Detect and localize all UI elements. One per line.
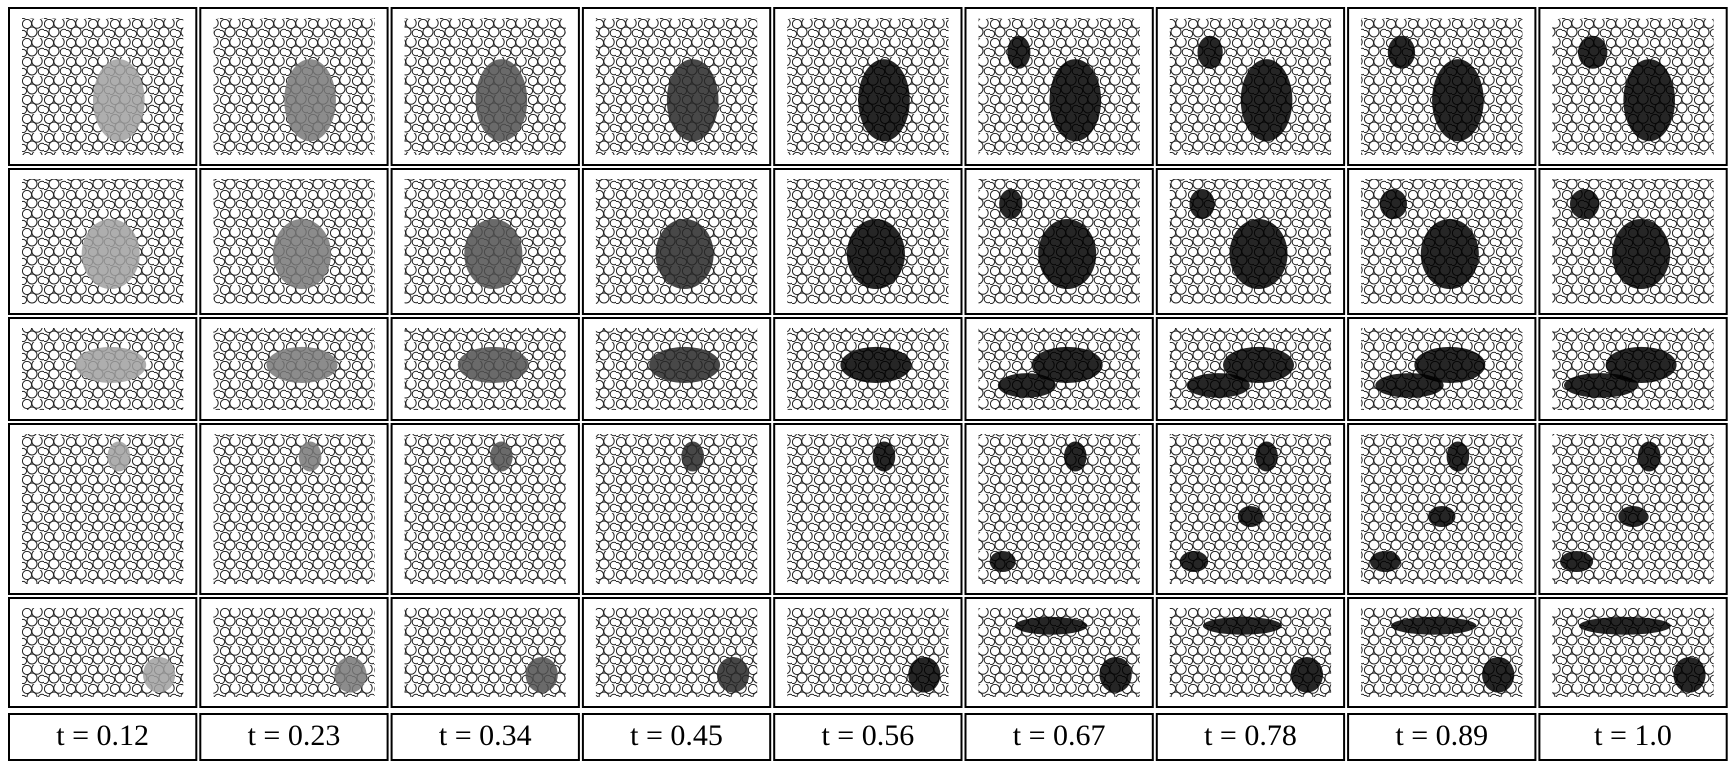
activated-region [716,656,750,693]
activated-region [999,189,1023,219]
activated-region [1618,506,1648,527]
label-frame [964,713,1154,761]
label-frame [773,713,963,761]
time-label: t = 0.45 [630,719,723,752]
cell-image [787,434,949,584]
activated-region [989,551,1016,572]
activated-region [1578,35,1608,69]
activated-region [1369,551,1401,572]
activated-region [107,441,131,472]
activated-region [1673,656,1706,693]
label-frame [199,713,389,761]
activated-region [284,59,336,142]
activated-region [846,219,905,289]
cell-image [404,434,566,584]
activated-region [490,441,513,472]
cell-image [22,434,184,584]
time-label: t = 0.23 [248,719,341,752]
activated-region [1637,441,1661,472]
cell-image [213,434,375,584]
activated-region [1063,441,1087,472]
activated-region [1387,35,1416,69]
activated-region [1579,616,1671,635]
activated-region [334,656,367,693]
activated-region [1375,373,1444,398]
activated-region [81,219,140,289]
activated-region [1605,346,1677,383]
activated-region [1432,59,1484,142]
time-label: t = 0.56 [821,719,914,752]
activated-region [872,441,896,472]
activated-region [92,59,145,142]
activated-region [1420,219,1479,289]
activated-region [1223,346,1295,383]
time-label: t = 1.0 [1594,719,1672,752]
time-label: t = 0.89 [1395,719,1488,752]
cell-image [595,434,758,584]
activated-region [1031,346,1103,383]
activated-region [298,441,322,472]
activated-region [1428,506,1456,527]
activated-region [1290,656,1324,693]
activated-region [1202,616,1282,635]
activated-region [1564,373,1638,398]
activated-region [142,656,176,693]
activated-region [475,59,528,142]
activated-region [525,656,558,693]
activated-region [997,373,1056,398]
time-label: t = 0.12 [56,719,149,752]
activated-region [1560,551,1594,572]
label-frame [390,713,580,761]
activated-region [1197,35,1223,69]
activated-region [840,346,912,383]
activated-region [1612,219,1671,289]
activated-region [464,219,523,289]
activated-region [655,219,714,289]
activated-region [1237,506,1264,527]
label-frame [1155,713,1346,761]
activated-region [666,59,719,142]
activated-region [272,219,332,289]
activated-region [1379,189,1408,219]
time-label: t = 0.78 [1204,719,1297,752]
activated-region [1414,346,1486,383]
label-frame [581,713,772,761]
activated-region [1014,616,1088,635]
activated-region [1099,656,1132,693]
activated-region [1189,189,1215,219]
activated-region [1186,373,1250,398]
activated-region [1038,219,1097,289]
label-frame [1538,713,1728,761]
label-frame [8,713,198,761]
activated-region [457,346,529,383]
activated-region [908,656,941,693]
activated-region [681,441,704,472]
label-frame [1347,713,1537,761]
activated-region [75,346,147,383]
activated-region [1007,35,1031,69]
activated-region [1255,441,1278,472]
activated-region [649,346,721,383]
time-label: t = 0.34 [439,719,532,752]
time-label: t = 0.67 [1013,719,1106,752]
activated-region [1623,59,1675,142]
activated-region [1446,441,1470,472]
activated-region [1240,59,1293,142]
activated-region [1569,189,1600,219]
activated-region [1049,59,1102,142]
activated-region [858,59,910,142]
activated-region [1482,656,1515,693]
activated-region [1390,616,1477,635]
activated-region [266,346,338,383]
activated-region [1229,219,1288,289]
activated-region [1179,551,1209,572]
